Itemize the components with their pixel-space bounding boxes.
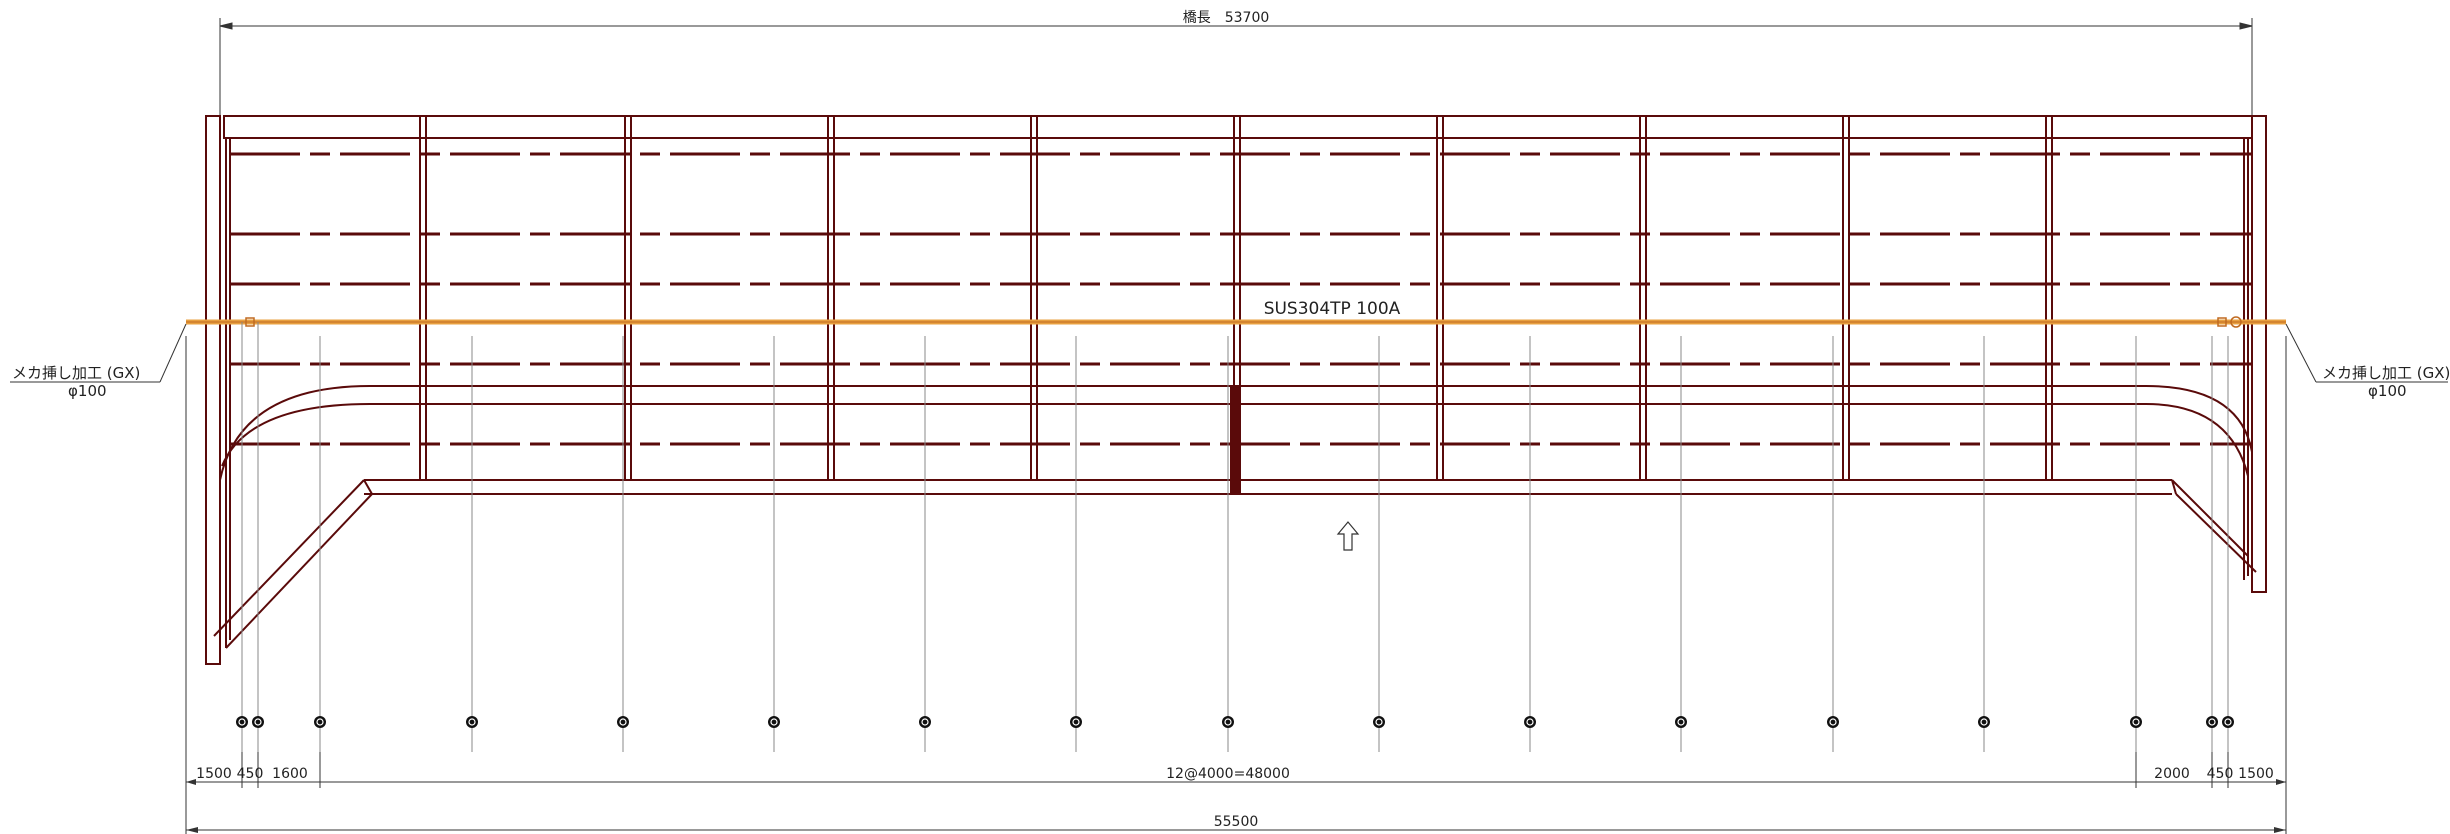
support-dots [236, 716, 2234, 728]
dim-right-1500: 1500 [2238, 766, 2274, 782]
truss-structure [205, 115, 2267, 665]
left-note-line1: メカ挿し加工 (GX) [12, 364, 140, 382]
dim-left-450: 450 [237, 766, 264, 782]
support-dot [466, 716, 478, 728]
support-dot [1070, 716, 1082, 728]
support-dot [1827, 716, 1839, 728]
support-dot [1222, 716, 1234, 728]
pipe [186, 316, 2286, 328]
right-note-line1: メカ挿し加工 (GX) [2322, 364, 2450, 382]
dimension-arrows [186, 779, 2286, 833]
overall-length-label: 55500 [1214, 814, 1259, 830]
support-dot [2222, 716, 2234, 728]
right-leader [2285, 323, 2448, 383]
support-dot [314, 716, 326, 728]
support-dot [1524, 716, 1536, 728]
support-lines [241, 322, 2229, 752]
support-dot [2130, 716, 2142, 728]
left-note-line2: φ100 [68, 382, 107, 400]
bottom-dimension-chain [185, 336, 2287, 834]
bridge-length-label: 橋長 53700 [1183, 10, 1270, 26]
support-dot [236, 716, 248, 728]
support-dot [1675, 716, 1687, 728]
support-dot [768, 716, 780, 728]
pipe-label: SUS304TP 100A [1264, 299, 1401, 319]
dim-right-2000: 2000 [2154, 766, 2190, 782]
bridge-length-dimension [219, 18, 2253, 120]
dim-middle: 12@4000=48000 [1166, 766, 1290, 782]
truss-verticals [419, 116, 2053, 494]
dim-right-450: 450 [2207, 766, 2234, 782]
support-dot [252, 716, 264, 728]
center-vertical-block [1230, 386, 1240, 494]
left-leader [10, 323, 187, 383]
right-note-line2: φ100 [2368, 382, 2407, 400]
support-dot [1978, 716, 1990, 728]
dashed-members [230, 152, 2252, 446]
dim-left-1500: 1500 [196, 766, 232, 782]
support-dot [2206, 716, 2218, 728]
support-dot [617, 716, 629, 728]
up-arrow-icon [1336, 521, 1360, 551]
support-dot [1373, 716, 1385, 728]
dim-left-1600: 1600 [272, 766, 308, 782]
support-dot [919, 716, 931, 728]
